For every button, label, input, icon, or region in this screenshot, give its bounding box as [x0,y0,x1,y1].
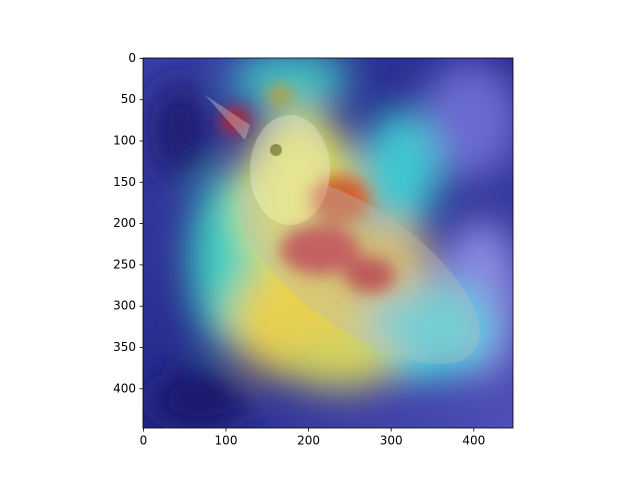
y-tick-label: 400 [113,381,136,395]
heatmap-image [143,58,513,428]
x-tick-label: 200 [297,434,320,448]
y-tick-label: 150 [113,175,136,189]
y-tick-label: 350 [113,340,136,354]
y-tick-label: 0 [128,51,136,65]
x-tick-label: 300 [380,434,403,448]
x-tick-label: 0 [140,434,148,448]
y-tick-label: 250 [113,257,136,271]
y-tick-label: 300 [113,299,136,313]
axes-frame [142,57,514,429]
x-tick-label: 100 [215,434,238,448]
y-tick-label: 50 [121,92,136,106]
x-tick-label: 400 [462,434,485,448]
y-tick-label: 200 [113,216,136,230]
y-tick-label: 100 [113,134,136,148]
